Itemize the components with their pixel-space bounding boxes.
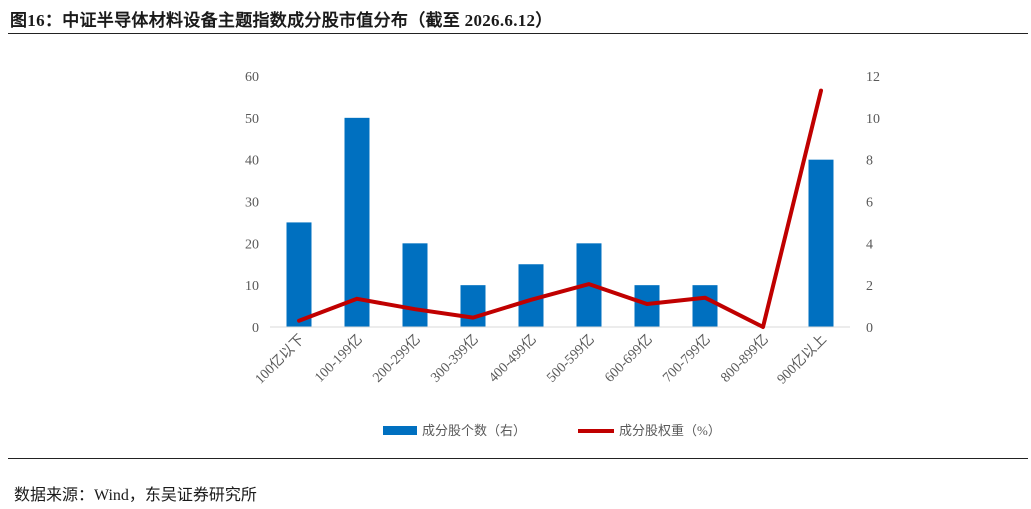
right-axis-ticks: 0 2 4 6 8 10 12 [866,70,880,336]
bar [286,222,312,327]
right-tick-label: 0 [866,321,873,336]
category-label: 800-899亿 [718,332,772,386]
figure-title: 图16：中证半导体材料设备主题指数成分股市值分布（截至 2026.6.12） [10,11,553,30]
left-tick-label: 50 [245,112,259,127]
bars [286,117,834,327]
category-label: 500-599亿 [544,332,598,386]
right-tick-label: 6 [866,196,873,211]
left-tick-label: 10 [245,279,259,294]
category-label: 100-199亿 [312,332,366,386]
category-label: 900亿以上 [774,332,830,388]
legend-label-line: 成分股权重（%） [619,423,721,438]
legend-label-bar: 成分股个数（右） [422,423,526,438]
right-tick-label: 10 [866,112,880,127]
bar [808,159,834,327]
bar [402,243,428,327]
left-tick-label: 0 [252,321,259,336]
bar [634,285,660,327]
left-axis-ticks: 0 10 20 30 40 50 60 [245,70,259,336]
left-tick-label: 30 [245,196,259,211]
category-label: 200-299亿 [370,332,424,386]
right-tick-label: 12 [866,70,880,85]
legend: 成分股个数（右） 成分股权重（%） [383,423,721,438]
category-label: 300-399亿 [428,332,482,386]
category-label: 100亿以下 [252,332,308,388]
legend-swatch-bar [383,426,417,435]
right-tick-label: 8 [866,154,873,169]
category-label: 600-699亿 [602,332,656,386]
top-rule [8,33,1028,34]
source-note: 数据来源：Wind，东吴证券研究所 [14,487,257,504]
left-tick-label: 60 [245,70,259,85]
right-tick-label: 2 [866,279,873,294]
bar [460,285,486,327]
category-labels: 100亿以下 100-199亿 200-299亿 300-399亿 400-499亿 50… [252,332,830,388]
bottom-rule [8,458,1028,459]
left-tick-label: 20 [245,237,259,252]
bar [692,285,718,327]
right-tick-label: 4 [866,237,873,252]
category-label: 700-799亿 [660,332,714,386]
bar [344,117,370,327]
category-label: 400-499亿 [486,332,540,386]
left-tick-label: 40 [245,154,259,169]
series-line-weight [297,88,823,329]
